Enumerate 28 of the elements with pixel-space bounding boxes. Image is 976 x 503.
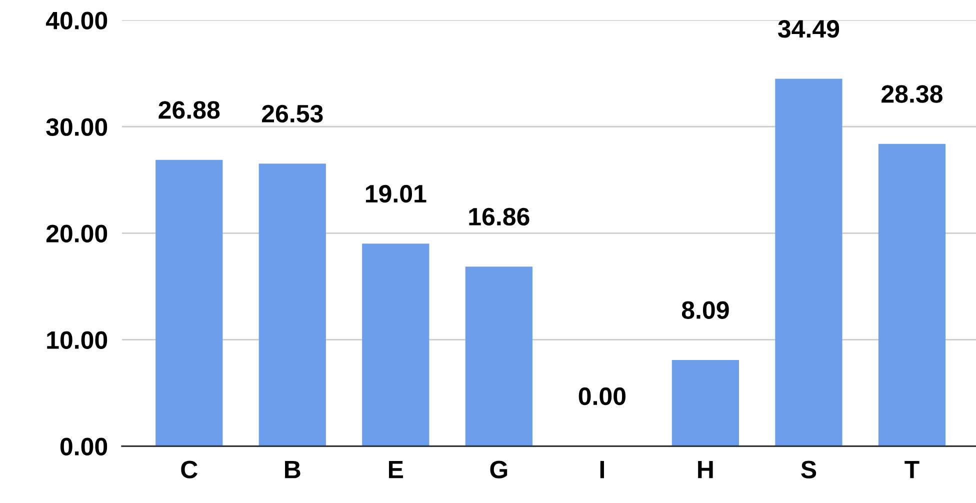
data-label: 26.88 bbox=[158, 101, 220, 119]
bar bbox=[775, 78, 842, 446]
x-tick-label: B bbox=[285, 460, 300, 478]
data-label: 8.09 bbox=[682, 301, 729, 319]
x-tick-label: I bbox=[600, 460, 604, 478]
data-label: 28.38 bbox=[882, 85, 942, 103]
data-label: 19.01 bbox=[366, 184, 426, 203]
x-tick-label: S bbox=[801, 460, 816, 478]
data-label: 0.00 bbox=[578, 387, 626, 406]
data-label: 26.53 bbox=[262, 104, 323, 123]
y-tick-label: 30.00 bbox=[46, 118, 108, 136]
bar bbox=[465, 266, 532, 446]
y-tick-label: 10.00 bbox=[47, 331, 108, 349]
bar bbox=[258, 164, 326, 446]
x-tick-label: E bbox=[388, 460, 404, 478]
x-tick-label: C bbox=[181, 460, 198, 478]
x-tick-label: G bbox=[490, 460, 508, 478]
bar bbox=[362, 244, 430, 446]
y-tick-label: 0.00 bbox=[60, 438, 108, 456]
bar bbox=[672, 360, 740, 446]
data-label: 16.86 bbox=[469, 208, 530, 226]
x-tick-label: H bbox=[698, 460, 713, 478]
bar bbox=[156, 160, 223, 446]
bar bbox=[878, 144, 946, 446]
data-label: 34.49 bbox=[778, 20, 840, 38]
x-tick-label: T bbox=[904, 460, 920, 478]
y-tick-label: 20.00 bbox=[46, 224, 108, 242]
y-tick-label: 40.00 bbox=[46, 12, 108, 30]
